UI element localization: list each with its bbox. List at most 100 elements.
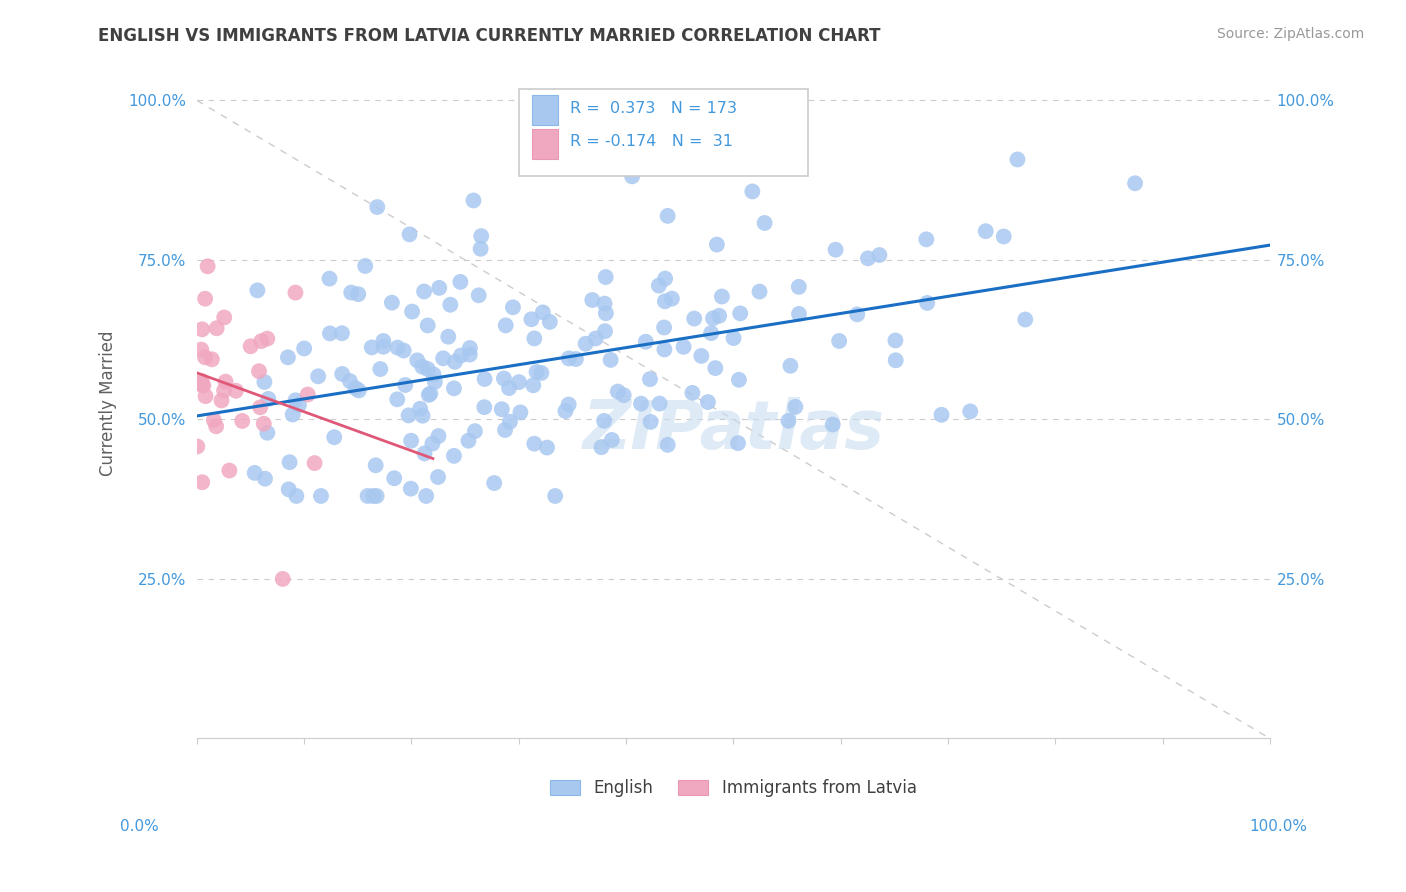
- Point: [654, 271, 676, 285]
- Point: [728, 306, 751, 320]
- Point: [482, 476, 505, 491]
- Point: [778, 414, 800, 428]
- Point: [681, 385, 703, 400]
- Point: [284, 285, 307, 300]
- Text: 0.0%: 0.0%: [120, 819, 159, 834]
- Point: [530, 366, 553, 380]
- Point: [565, 351, 588, 366]
- Point: [427, 281, 450, 295]
- Point: [727, 436, 749, 450]
- Point: [710, 289, 733, 303]
- Point: [411, 359, 433, 374]
- Point: [231, 414, 253, 428]
- Point: [186, 440, 208, 454]
- Point: [382, 471, 405, 485]
- Point: [281, 408, 304, 422]
- Point: [347, 384, 370, 398]
- Point: [381, 295, 404, 310]
- Point: [661, 292, 683, 306]
- Point: [491, 402, 513, 417]
- Text: ZIPatlas: ZIPatlas: [582, 397, 884, 463]
- Point: [354, 259, 377, 273]
- Point: [194, 389, 217, 403]
- Point: [412, 409, 434, 423]
- Point: [278, 455, 301, 469]
- Point: [704, 361, 727, 376]
- Point: [474, 372, 496, 386]
- Point: [683, 311, 706, 326]
- Point: [297, 387, 319, 401]
- Point: [613, 388, 636, 402]
- Point: [915, 232, 938, 246]
- Point: [193, 378, 215, 392]
- Point: [292, 342, 315, 356]
- Point: [373, 334, 395, 348]
- Point: [492, 371, 515, 385]
- Point: [277, 351, 299, 365]
- Point: [884, 334, 907, 348]
- Point: [672, 340, 695, 354]
- Point: [202, 413, 225, 427]
- Point: [472, 400, 495, 414]
- Point: [319, 326, 342, 341]
- Point: [409, 401, 432, 416]
- Point: [190, 374, 212, 388]
- Point: [361, 489, 384, 503]
- Point: [211, 393, 233, 408]
- Point: [1007, 153, 1029, 167]
- Point: [494, 423, 516, 437]
- Point: [748, 285, 770, 299]
- Point: [197, 260, 219, 274]
- Point: [1123, 176, 1146, 190]
- Point: [257, 392, 280, 406]
- Point: [423, 375, 446, 389]
- Point: [593, 414, 616, 428]
- Point: [205, 419, 228, 434]
- Point: [931, 408, 953, 422]
- Point: [218, 464, 240, 478]
- Point: [709, 309, 731, 323]
- Point: [347, 287, 370, 301]
- Point: [467, 288, 489, 302]
- Point: [959, 404, 981, 418]
- Point: [634, 334, 657, 349]
- Point: [824, 243, 846, 257]
- Text: R =  0.373   N = 173: R = 0.373 N = 173: [571, 101, 737, 116]
- Point: [243, 466, 266, 480]
- Point: [779, 359, 801, 373]
- Point: [427, 470, 450, 484]
- Point: [450, 349, 472, 363]
- Point: [531, 305, 554, 319]
- Point: [585, 331, 607, 345]
- Point: [526, 365, 548, 379]
- Point: [356, 489, 378, 503]
- Point: [652, 320, 675, 334]
- Point: [214, 375, 236, 389]
- Point: [458, 348, 481, 362]
- Point: [522, 378, 544, 392]
- Point: [606, 384, 628, 399]
- Point: [470, 229, 492, 244]
- Point: [418, 388, 440, 402]
- Point: [439, 298, 461, 312]
- Point: [444, 355, 467, 369]
- Point: [509, 405, 531, 419]
- Y-axis label: Currently Married: Currently Married: [100, 331, 117, 476]
- Point: [993, 229, 1015, 244]
- Point: [191, 322, 214, 336]
- Point: [368, 362, 391, 376]
- Point: [187, 376, 209, 391]
- Point: [640, 415, 662, 429]
- Point: [728, 373, 751, 387]
- Point: [600, 433, 623, 447]
- Point: [253, 375, 276, 389]
- Point: [437, 329, 460, 343]
- Point: [554, 404, 576, 418]
- Text: Source: ZipAtlas.com: Source: ZipAtlas.com: [1216, 27, 1364, 41]
- Point: [498, 381, 520, 395]
- Point: [304, 456, 326, 470]
- Point: [422, 436, 444, 450]
- Point: [415, 489, 437, 503]
- Point: [741, 185, 763, 199]
- Point: [654, 294, 676, 309]
